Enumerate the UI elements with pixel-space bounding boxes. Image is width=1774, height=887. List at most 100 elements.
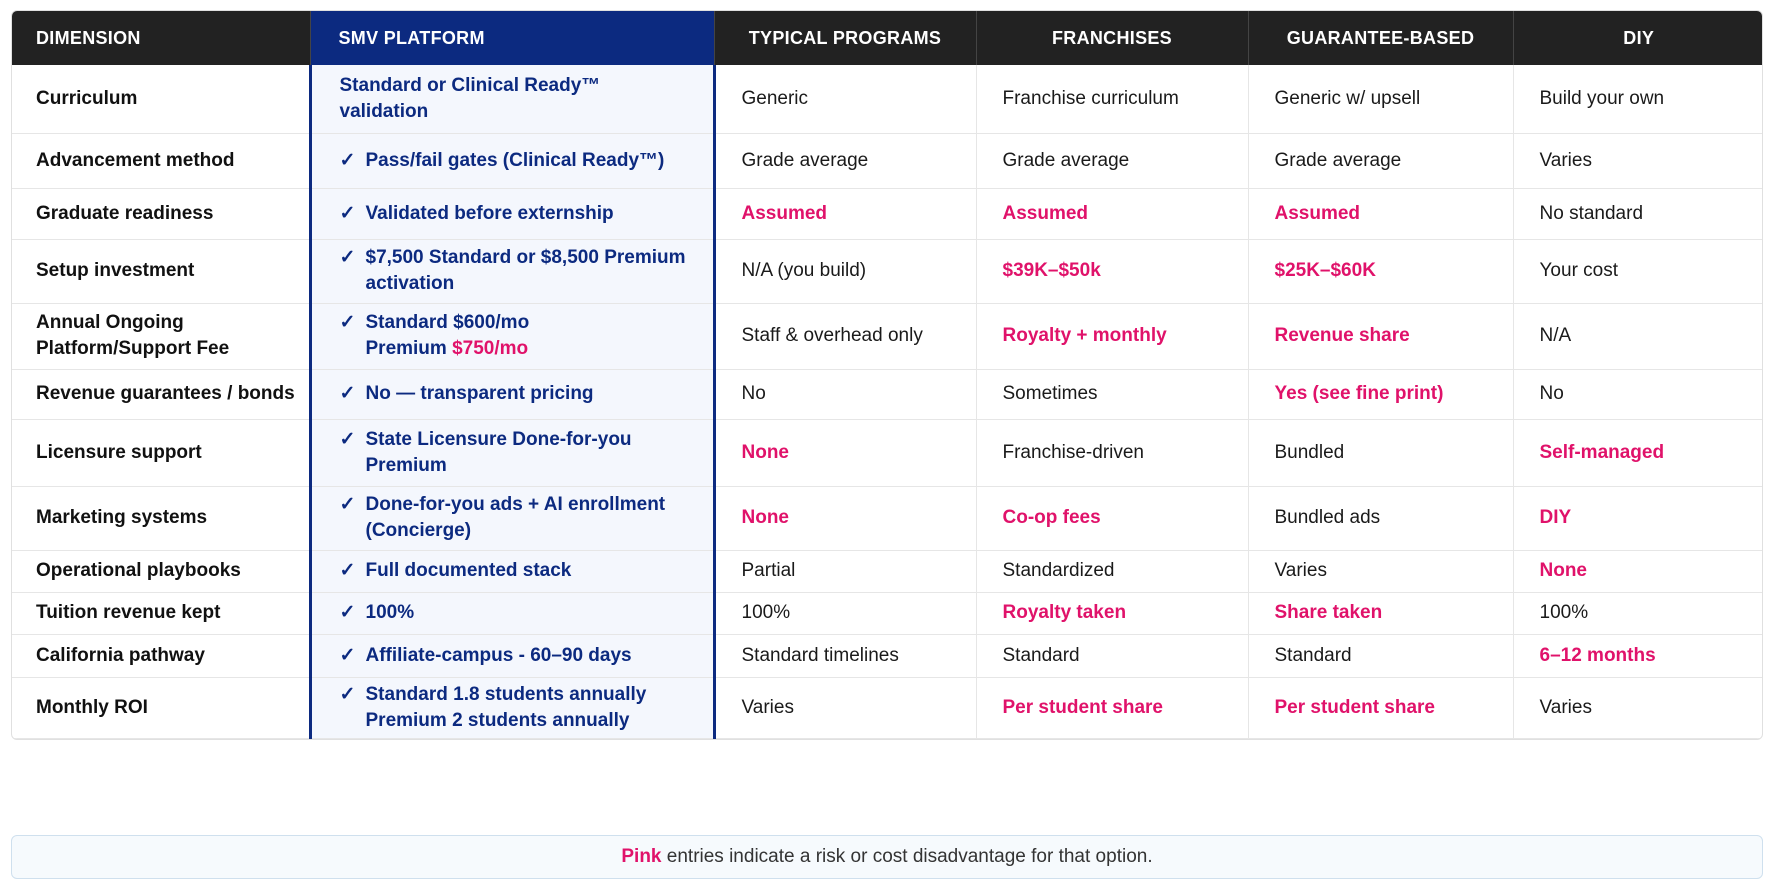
guarantee-based-cell: Per student share xyxy=(1248,677,1514,739)
table-row: Revenue guarantees / bonds ✓ No — transpar… xyxy=(12,369,1762,420)
row-dimension-label: Setup investment xyxy=(12,239,311,304)
diy-cell: Varies xyxy=(1513,133,1762,189)
row-dimension-label: Operational playbooks xyxy=(12,550,311,593)
smv-platform-cell: ✓ Standard $600/mo Premium $750/mo xyxy=(308,303,716,370)
diy-cell: No xyxy=(1513,369,1762,420)
smv-platform-cell: ✓ $7,500 Standard or $8,500 Premium activ… xyxy=(308,239,716,304)
legend-pink-word: Pink xyxy=(621,846,662,867)
row-dimension-label: Annual Ongoing Platform/Support Fee xyxy=(12,303,311,370)
typical-programs-cell: 100% xyxy=(714,592,977,635)
diy-cell: 6–12 months xyxy=(1513,634,1762,678)
guarantee-based-cell: Generic w/ upsell xyxy=(1248,65,1514,134)
table-row: Setup investment ✓ $7,500 Standard or $8,5… xyxy=(12,239,1762,304)
typical-programs-cell: Staff & overhead only xyxy=(714,303,977,370)
smv-platform-cell: ✓ Affiliate-campus - 60–90 days xyxy=(308,634,716,678)
comparison-table-container: DIMENSION SMV PLATFORM TYPICAL PROGRAMS … xyxy=(11,10,1763,740)
table-row: Advancement method ✓ Pass/fail gates (Clin… xyxy=(12,133,1762,189)
table-row: Tuition revenue kept ✓ 100% 100% Royalty tak… xyxy=(12,592,1762,635)
guarantee-based-cell: Assumed xyxy=(1248,188,1514,240)
typical-programs-cell: Grade average xyxy=(714,133,977,189)
smv-platform-text: Validated before externship xyxy=(365,202,614,224)
smv-platform-text: Affiliate-campus - 60–90 days xyxy=(365,644,632,666)
row-dimension-label: Graduate readiness xyxy=(12,188,311,240)
smv-platform-text: Done-for-you ads + AI enrollment (Concie… xyxy=(365,494,666,541)
diy-cell: DIY xyxy=(1513,486,1762,551)
smv-platform-text: No — transparent pricing xyxy=(365,383,594,404)
franchises-cell: $39K–$50k xyxy=(976,239,1249,304)
checkmark-icon: ✓ xyxy=(339,247,356,268)
header-franchises: FRANCHISES xyxy=(976,11,1249,65)
table-frame: DIMENSION SMV PLATFORM TYPICAL PROGRAMS … xyxy=(11,10,1763,740)
smv-platform-cell: ✓ Pass/fail gates (Clinical Ready™) xyxy=(308,133,716,189)
diy-cell: No standard xyxy=(1513,188,1762,240)
typical-programs-cell: Partial xyxy=(714,550,977,593)
smv-platform-cell: ✓ Full documented stack xyxy=(308,550,716,593)
diy-cell: Self-managed xyxy=(1513,419,1762,487)
header-dimension: DIMENSION xyxy=(12,11,311,65)
typical-programs-cell: Assumed xyxy=(714,188,977,240)
typical-programs-cell: Standard timelines xyxy=(714,634,977,678)
checkmark-icon: ✓ xyxy=(339,602,356,623)
typical-programs-cell: Varies xyxy=(714,677,977,739)
franchises-cell: Co-op fees xyxy=(976,486,1249,551)
table-row: Annual Ongoing Platform/Support Fee ✓ Stan… xyxy=(12,303,1762,370)
typical-programs-cell: N/A (you build) xyxy=(714,239,977,304)
smv-platform-cell: ✓ State Licensure Done-for-you Premium xyxy=(308,419,716,487)
checkmark-icon: ✓ xyxy=(339,202,356,224)
smv-platform-cell: ✓ Done-for-you ads + AI enrollment (Conci… xyxy=(308,486,716,551)
guarantee-based-cell: Share taken xyxy=(1248,592,1514,635)
guarantee-based-cell: Bundled ads xyxy=(1248,486,1514,551)
diy-cell: Varies xyxy=(1513,677,1762,739)
typical-programs-cell: Generic xyxy=(714,65,977,134)
guarantee-based-cell: Bundled xyxy=(1248,419,1514,487)
table-row: Curriculum Standard or Clinical Ready™ va… xyxy=(12,65,1762,134)
row-dimension-label: Curriculum xyxy=(12,65,311,134)
smv-platform-text: Standard 1.8 students annually Premium 2 … xyxy=(366,682,696,734)
checkmark-icon: ✓ xyxy=(339,560,356,581)
smv-platform-text: Standard $600/mo Premium $750/mo xyxy=(366,310,696,362)
table-row: Marketing systems ✓ Done-for-you ads + AI … xyxy=(12,486,1762,551)
smv-line-2: Premium 2 students annually xyxy=(365,709,630,731)
smv-platform-text: 100% xyxy=(365,602,415,623)
franchises-cell: Franchise-driven xyxy=(976,419,1249,487)
checkmark-icon: ✓ xyxy=(339,312,356,333)
franchises-cell: Per student share xyxy=(976,677,1249,739)
smv-platform-cell: Standard or Clinical Ready™ validation xyxy=(308,65,716,134)
header-row: DIMENSION SMV PLATFORM TYPICAL PROGRAMS … xyxy=(12,11,1762,65)
guarantee-based-cell: Revenue share xyxy=(1248,303,1514,370)
franchises-cell: Standardized xyxy=(976,550,1249,593)
smv-platform-cell: ✓ Validated before externship xyxy=(308,188,716,240)
smv-platform-cell: ✓ Standard 1.8 students annually Premium 2… xyxy=(308,677,716,739)
row-dimension-label: Tuition revenue kept xyxy=(12,592,311,635)
row-dimension-label: Advancement method xyxy=(12,133,311,189)
header-smv-platform: SMV PLATFORM xyxy=(310,11,715,65)
smv-pink-price: $750/mo xyxy=(452,338,529,359)
checkmark-icon: ✓ xyxy=(339,494,356,515)
smv-line-1: Standard 1.8 students annually xyxy=(365,683,647,705)
header-diy: DIY xyxy=(1513,11,1762,65)
smv-platform-text: State Licensure Done-for-you Premium xyxy=(365,428,632,476)
franchises-cell: Standard xyxy=(976,634,1249,678)
checkmark-icon: ✓ xyxy=(339,683,356,705)
guarantee-based-cell: Grade average xyxy=(1248,133,1514,189)
diy-cell: 100% xyxy=(1513,592,1762,635)
smv-platform-text: Standard or Clinical Ready™ validation xyxy=(339,74,601,122)
header-typical-programs: TYPICAL PROGRAMS xyxy=(714,11,977,65)
typical-programs-cell: None xyxy=(714,486,977,551)
checkmark-icon: ✓ xyxy=(339,149,356,171)
smv-line-1: Standard $600/mo xyxy=(365,312,530,333)
franchises-cell: Royalty + monthly xyxy=(976,303,1249,370)
typical-programs-cell: None xyxy=(714,419,977,487)
guarantee-based-cell: Standard xyxy=(1248,634,1514,678)
row-dimension-label: Monthly ROI xyxy=(12,677,311,739)
header-guarantee-based: GUARANTEE-BASED xyxy=(1248,11,1514,65)
row-dimension-label: Marketing systems xyxy=(12,486,311,551)
checkmark-icon: ✓ xyxy=(339,428,356,450)
franchises-cell: Royalty taken xyxy=(976,592,1249,635)
franchises-cell: Sometimes xyxy=(976,369,1249,420)
smv-line-2: Premium xyxy=(365,338,453,359)
table-row: Licensure support ✓ State Licensure Done-f… xyxy=(12,419,1762,487)
smv-platform-text: Full documented stack xyxy=(365,560,572,581)
table-row: California pathway ✓ Affiliate-campus - 60… xyxy=(12,634,1762,678)
diy-cell: Your cost xyxy=(1513,239,1762,304)
